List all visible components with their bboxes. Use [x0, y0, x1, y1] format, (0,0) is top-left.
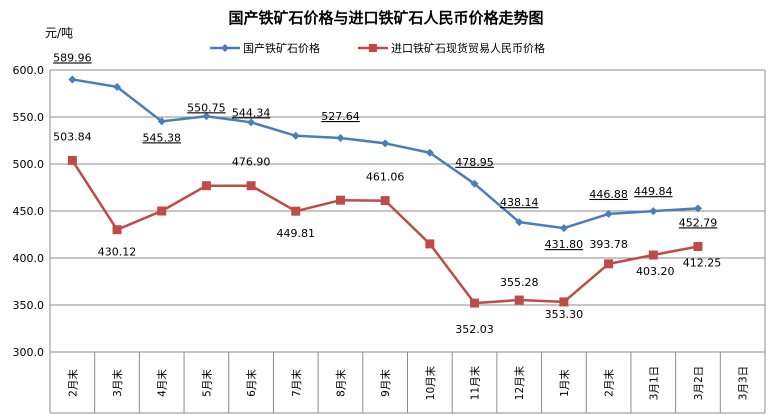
- x-tick-label: 3月1日: [648, 366, 660, 400]
- data-label: 430.12: [98, 246, 137, 259]
- data-label: 355.28: [500, 276, 539, 289]
- data-point-marker: [559, 224, 568, 233]
- data-point-marker: [514, 295, 524, 305]
- data-label: 403.20: [636, 265, 675, 278]
- data-point-marker: [291, 131, 300, 140]
- data-point-marker: [336, 134, 345, 143]
- x-tick-label: 11月末: [469, 365, 482, 400]
- data-label: 431.80: [545, 238, 584, 251]
- data-point-marker: [470, 179, 479, 188]
- y-tick-label: 450.0: [13, 205, 45, 218]
- data-label: 544.34: [232, 106, 271, 119]
- y-axis-ticks: 300.0 350.0 400.0 450.0 500.0 550.0 600.0: [13, 64, 45, 359]
- x-tick-label: 1月末: [558, 369, 571, 397]
- data-point-marker: [693, 241, 703, 251]
- data-label: 438.14: [500, 196, 539, 209]
- data-label: 446.88: [589, 188, 628, 201]
- x-tick-label: 3月2日: [693, 366, 705, 400]
- data-point-marker: [201, 181, 211, 191]
- x-tick-label: 3月3日: [738, 366, 750, 400]
- x-axis: 2月末 3月末 4月末 5月末 6月末 7月末 8月末 9月末 10月末 11月末 12月末 1月末 2…: [49, 70, 766, 414]
- data-point-marker: [649, 207, 658, 216]
- data-point-marker: [648, 250, 658, 260]
- data-label: 412.25: [683, 256, 722, 269]
- data-point-marker: [113, 82, 122, 91]
- chart-title: 国产铁矿石价格与进口铁矿石人民币价格走势图: [228, 9, 543, 27]
- x-tick-label: 3月末: [111, 369, 124, 397]
- data-label: 461.06: [366, 171, 405, 184]
- data-label: 478.95: [455, 156, 494, 169]
- data-point-marker: [425, 239, 435, 249]
- data-point-marker: [470, 298, 480, 308]
- data-point-marker: [559, 297, 569, 307]
- legend-marker-imported: [369, 44, 377, 52]
- legend-label-imported: 进口铁矿石现货贸易人民币价格: [391, 41, 545, 55]
- data-point-marker: [381, 139, 390, 148]
- data-point-marker: [425, 148, 434, 157]
- y-axis-unit-label: 元/吨: [45, 26, 73, 40]
- x-tick-label: 2月末: [603, 369, 616, 397]
- x-tick-label: 5月末: [200, 369, 213, 397]
- gridlines: [50, 69, 765, 353]
- data-label: 353.30: [545, 308, 584, 321]
- data-label: 550.75: [187, 101, 226, 114]
- data-label: 352.03: [455, 323, 494, 336]
- data-point-marker: [112, 225, 122, 235]
- x-tick-label: 10月末: [424, 365, 437, 400]
- data-point-marker: [247, 118, 256, 127]
- data-point-marker: [67, 155, 77, 165]
- x-tick-label: 2月末: [66, 369, 79, 397]
- series-layer: [67, 75, 703, 308]
- data-point-marker: [68, 75, 77, 84]
- data-label: 449.81: [277, 227, 316, 240]
- data-point-marker: [202, 112, 211, 121]
- y-tick-label: 300.0: [13, 346, 45, 359]
- x-tick-label: 6月末: [245, 369, 258, 397]
- legend-label-domestic: 国产铁矿石价格: [243, 41, 320, 55]
- data-label: 476.90: [232, 156, 271, 169]
- data-point-marker: [157, 206, 167, 216]
- data-label: 452.79: [679, 216, 718, 229]
- series-line-0: [72, 78, 699, 230]
- x-tick-label: 12月末: [513, 365, 526, 400]
- data-point-marker: [335, 195, 345, 205]
- y-tick-label: 400.0: [13, 252, 45, 265]
- y-tick-label: 550.0: [13, 111, 45, 124]
- legend: 国产铁矿石价格 进口铁矿石现货贸易人民币价格: [210, 41, 545, 55]
- data-label: 503.84: [53, 130, 92, 143]
- data-point-marker: [693, 204, 702, 213]
- y-tick-label: 350.0: [13, 299, 45, 312]
- data-point-marker: [291, 206, 301, 216]
- data-point-marker: [604, 209, 613, 218]
- data-point-marker: [157, 117, 166, 126]
- x-tick-label: 9月末: [379, 369, 392, 397]
- x-tick-label: 8月末: [334, 369, 347, 397]
- y-tick-label: 600.0: [13, 64, 45, 77]
- data-point-marker: [246, 181, 256, 191]
- x-tick-label: 4月末: [156, 369, 169, 397]
- legend-marker-domestic: [221, 44, 229, 52]
- y-tick-label: 500.0: [13, 158, 45, 171]
- data-labels: 589.96 545.38 550.75 544.34 527.64 478.95 438.…: [53, 51, 721, 336]
- data-label: 545.38: [142, 131, 181, 144]
- data-point-marker: [380, 196, 390, 206]
- data-point-marker: [515, 218, 524, 227]
- data-label: 449.84: [634, 185, 673, 198]
- x-tick-label: 7月末: [290, 369, 303, 397]
- data-point-marker: [604, 259, 614, 269]
- data-label: 589.96: [53, 51, 92, 64]
- data-label: 393.78: [589, 238, 628, 251]
- data-label: 527.64: [321, 110, 360, 123]
